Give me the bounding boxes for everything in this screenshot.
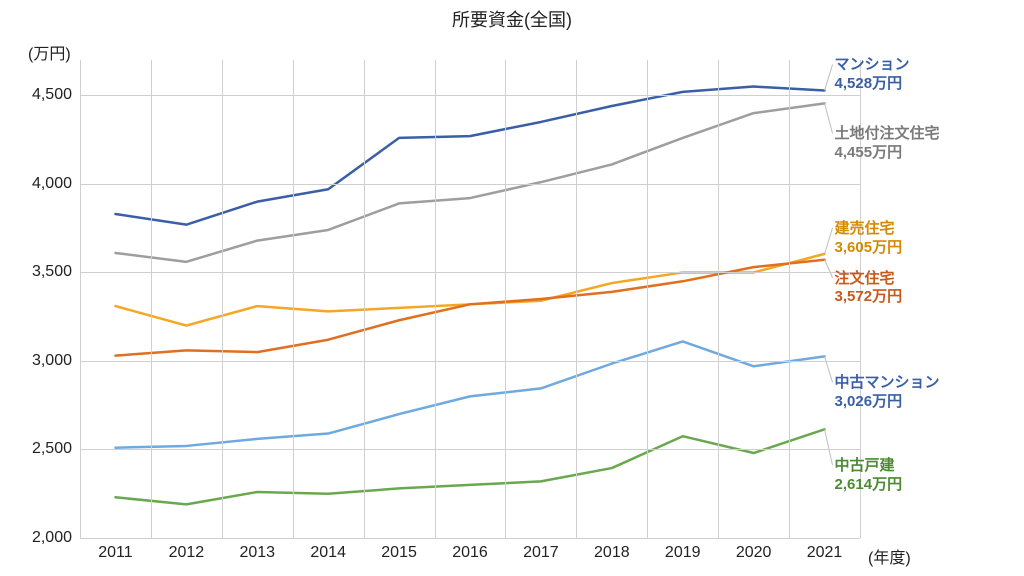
y-tick-label: 3,500 [32, 263, 72, 281]
series-value: 2,614万円 [835, 476, 903, 495]
x-tick-label: 2019 [665, 544, 701, 562]
x-tick-label: 2021 [807, 544, 843, 562]
series-value: 3,026万円 [835, 393, 940, 412]
leader-line [825, 429, 833, 465]
series-label-tateuri: 建売住宅 3,605万円 [835, 220, 903, 258]
gridline-h [80, 538, 860, 539]
gridline-h [80, 361, 860, 362]
gridline-v [718, 60, 719, 538]
gridline-h [80, 272, 860, 273]
gridline-v [789, 60, 790, 538]
gridline-v [222, 60, 223, 538]
leader-line [825, 64, 833, 90]
x-tick-label: 2020 [736, 544, 772, 562]
leader-line [825, 228, 833, 254]
series-label-land_custom: 土地付注文住宅 4,455万円 [835, 125, 940, 163]
x-tick-label: 2018 [594, 544, 630, 562]
series-label-used_mansion: 中古マンション 3,026万円 [835, 374, 940, 412]
plot-area: 2,0002,5003,0003,5004,0004,5002011201220… [80, 60, 860, 538]
leader-line [825, 260, 833, 278]
x-tick-label: 2011 [98, 544, 132, 562]
x-tick-label: 2012 [169, 544, 205, 562]
x-tick-label: 2013 [239, 544, 275, 562]
series-name: 土地付注文住宅 [835, 125, 940, 142]
gridline-v [151, 60, 152, 538]
chart-title: 所要資金(全国) [0, 6, 1024, 32]
y-axis-unit: (万円) [28, 40, 71, 64]
y-tick-label: 2,000 [32, 529, 72, 547]
gridline-v [505, 60, 506, 538]
series-value: 4,455万円 [835, 144, 940, 163]
gridline-v [576, 60, 577, 538]
gridline-v [647, 60, 648, 538]
y-tick-label: 2,500 [32, 440, 72, 458]
series-name: マンション [835, 56, 910, 73]
y-tick-label: 4,500 [32, 86, 72, 104]
series-name: 建売住宅 [835, 220, 895, 237]
series-value: 3,605万円 [835, 239, 903, 258]
series-name: 中古マンション [835, 374, 940, 391]
y-tick-label: 4,000 [32, 175, 72, 193]
gridline-h [80, 449, 860, 450]
series-value: 3,572万円 [835, 288, 903, 307]
gridline-v [80, 60, 81, 538]
gridline-h [80, 95, 860, 96]
y-tick-label: 3,000 [32, 352, 72, 370]
series-value: 4,528万円 [835, 75, 910, 94]
gridline-v [364, 60, 365, 538]
gridline-v [293, 60, 294, 538]
series-label-used_kodate: 中古戸建 2,614万円 [835, 457, 903, 495]
chart-container: 所要資金(全国) (万円) 2,0002,5003,0003,5004,0004… [0, 0, 1024, 576]
x-tick-label: 2017 [523, 544, 559, 562]
series-name: 注文住宅 [835, 270, 895, 287]
x-tick-label: 2014 [310, 544, 346, 562]
gridline-v [435, 60, 436, 538]
series-name: 中古戸建 [835, 457, 895, 474]
x-axis-unit: (年度) [868, 544, 911, 568]
x-tick-label: 2016 [452, 544, 488, 562]
gridline-h [80, 184, 860, 185]
series-label-mansion: マンション 4,528万円 [835, 56, 910, 94]
line-series-svg [80, 60, 860, 538]
leader-line [825, 103, 833, 133]
x-tick-label: 2015 [381, 544, 417, 562]
series-label-chumon: 注文住宅3,572万円 [835, 270, 903, 308]
